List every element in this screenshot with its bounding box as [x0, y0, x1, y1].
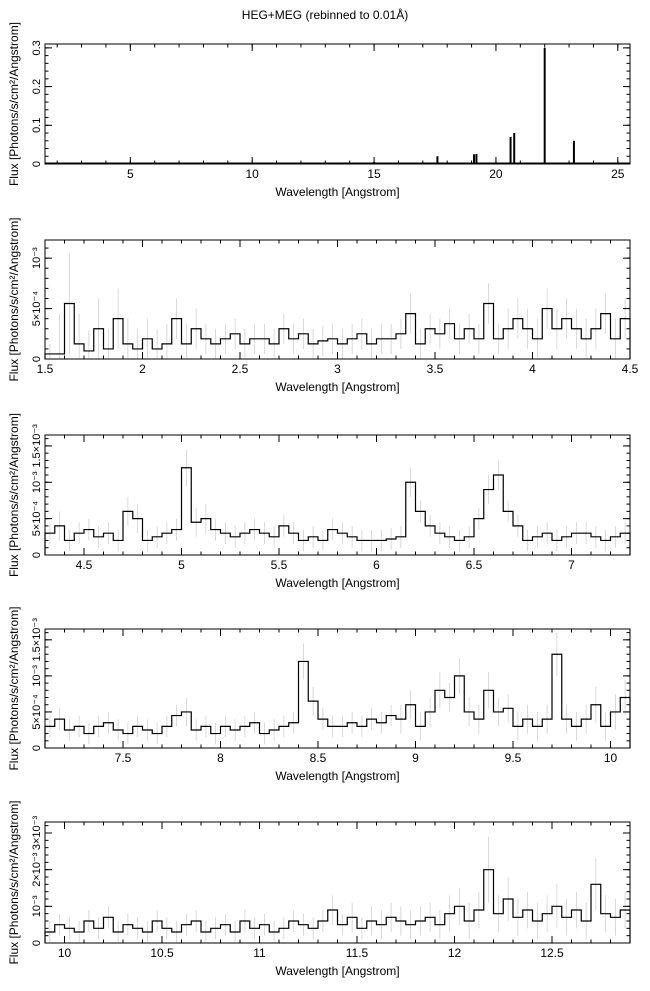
- y-axis-label: Flux [Photons/s/cm²/Angstrom]: [7, 217, 21, 381]
- y-axis-label: Flux [Photons/s/cm²/Angstrom]: [7, 413, 21, 577]
- y-tick-label: 0.2: [31, 79, 43, 94]
- x-tick-label: 2: [139, 362, 146, 376]
- y-tick-label: 0.1: [31, 118, 43, 133]
- y-axis-label: Flux [Photons/s/cm²/Angstrom]: [7, 800, 21, 964]
- chart-panel-5-9p9-12p9: 10 10.5 11 11.5 12 12.5 0 10⁻³ 2×10⁻³3×10⁻³ Wavel…: [7, 800, 631, 978]
- chart-panel-2-1p5-4p5: 1.5 2 2.5 3 3.5 4 4.5 0 5×10⁻⁴ 10⁻³ Wavelength [An…: [7, 217, 639, 394]
- y-tick-label: 0: [31, 552, 43, 558]
- y-tick-label: 10⁻³: [31, 471, 43, 493]
- chart-panel-1-full-range: 5 10 15 20 25 0 0.1 0.2 0.3 Wavelength [Angstrom]…: [7, 22, 631, 199]
- x-tick-label: 10: [246, 167, 260, 181]
- y-tick-label: 2×10⁻³: [31, 852, 43, 887]
- x-axis-label: Wavelength [Angstrom]: [275, 769, 399, 783]
- x-tick-label: 4.5: [76, 558, 93, 572]
- y-tick-label: 5×10⁻⁴: [31, 291, 43, 327]
- x-tick-label: 25: [611, 167, 625, 181]
- x-tick-label: 12.5: [540, 946, 564, 960]
- x-tick-label: 1.5: [37, 362, 54, 376]
- y-tick-label: 0.3: [31, 40, 43, 55]
- x-tick-label: 2.5: [232, 362, 249, 376]
- x-tick-label: 6: [373, 558, 380, 572]
- page-title: HEG+MEG (rebinned to 0.01Å): [241, 8, 409, 22]
- chart-panel-4-7p1-10p1: 7.5 8 8.5 9 9.5 10 0 5×10⁻⁴ 10⁻³ 1.5×10⁻³ Waveleng…: [7, 606, 631, 783]
- y-tick-label: 0: [31, 356, 43, 362]
- y-tick-label: 1.5×10⁻³: [31, 618, 43, 662]
- spectrum-histogram: [44, 467, 631, 555]
- x-axis-label: Wavelength [Angstrom]: [275, 380, 399, 394]
- x-tick-label: 5: [127, 167, 134, 181]
- y-axis-label: Flux [Photons/s/cm²/Angstrom]: [7, 606, 21, 770]
- x-tick-label: 9.5: [505, 751, 522, 765]
- x-tick-label: 15: [367, 167, 381, 181]
- x-tick-label: 5: [178, 558, 185, 572]
- spectrum-histogram: [44, 302, 631, 359]
- x-axis-label: Wavelength [Angstrom]: [275, 576, 399, 590]
- y-tick-label: 0: [31, 745, 43, 751]
- y-tick-label: 5×10⁻⁴: [31, 694, 43, 730]
- x-tick-label: 7.5: [115, 751, 132, 765]
- x-tick-label: 6.5: [466, 558, 483, 572]
- x-tick-label: 10: [58, 946, 72, 960]
- x-tick-label: 3.5: [427, 362, 444, 376]
- x-axis-label: Wavelength [Angstrom]: [275, 964, 399, 978]
- plot-frame: [44, 43, 631, 165]
- x-tick-label: 8: [217, 751, 224, 765]
- y-tick-label: 0: [31, 940, 43, 946]
- chart-panel-3-4p3-7p3: 4.5 5 5.5 6 6.5 7 0 5×10⁻⁴ 10⁻³ 1.5×10⁻³ Wavelengt…: [7, 413, 631, 590]
- x-tick-label: 5.5: [271, 558, 288, 572]
- x-axis-label: Wavelength [Angstrom]: [275, 185, 399, 199]
- x-tick-label: 20: [489, 167, 503, 181]
- y-tick-label: 1.5×10⁻³: [31, 424, 43, 468]
- y-axis-label: Flux [Photons/s/cm²/Angstrom]: [7, 22, 21, 186]
- y-tick-label: 10⁻³: [31, 247, 43, 269]
- x-tick-label: 4: [529, 362, 536, 376]
- x-tick-label: 3: [334, 362, 341, 376]
- y-tick-label: 3×10⁻³: [31, 816, 43, 851]
- spectrum-histogram: [44, 653, 631, 748]
- x-tick-label: 11.5: [346, 946, 369, 960]
- x-tick-label: 9: [412, 751, 419, 765]
- x-tick-label: 10: [604, 751, 618, 765]
- x-tick-label: 4.5: [622, 362, 639, 376]
- x-tick-label: 11: [253, 946, 266, 960]
- x-tick-label: 7: [568, 558, 575, 572]
- y-tick-label: 10⁻³: [31, 895, 43, 917]
- x-tick-label: 10.5: [150, 946, 174, 960]
- x-tick-label: 8.5: [310, 751, 327, 765]
- y-tick-label: 5×10⁻⁴: [31, 501, 43, 537]
- x-tick-label: 12: [448, 946, 462, 960]
- y-tick-label: 0: [31, 161, 43, 167]
- spectrum-histogram: [44, 869, 631, 943]
- y-tick-label: 10⁻³: [31, 665, 43, 687]
